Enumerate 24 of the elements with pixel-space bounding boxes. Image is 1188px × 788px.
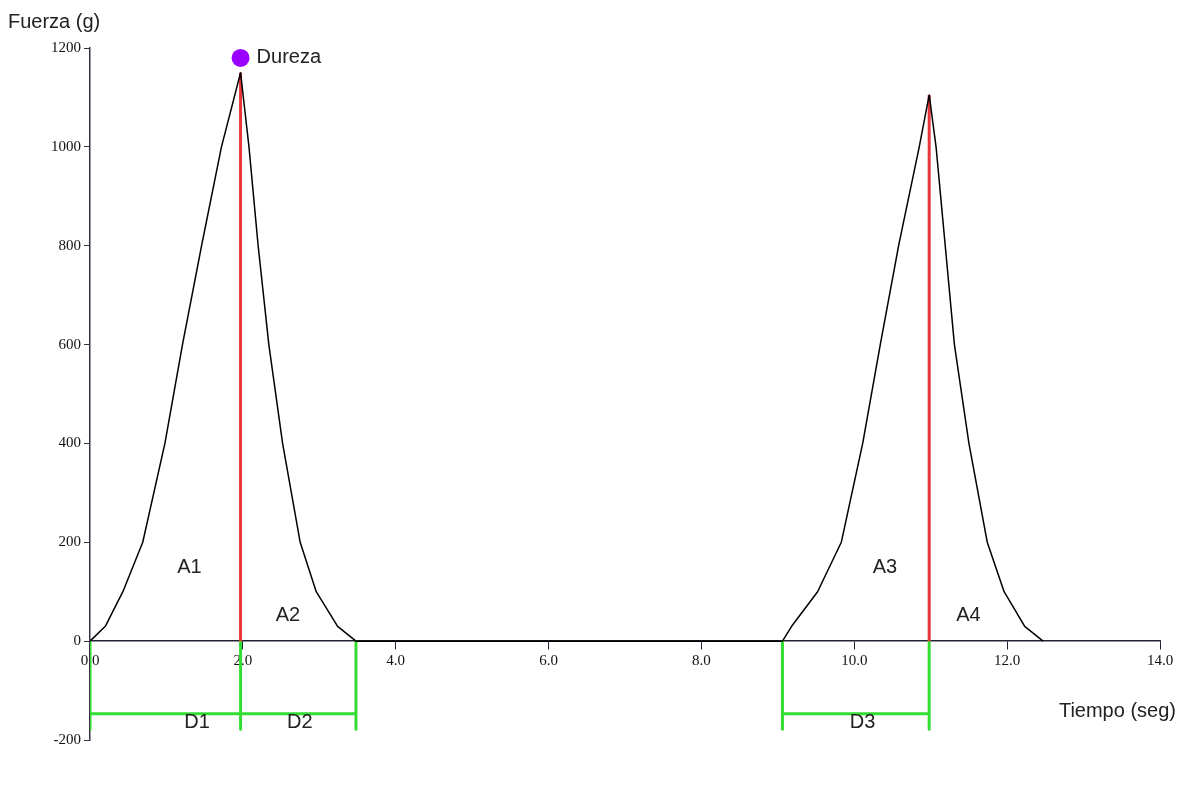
y-tick-label: 1000 (51, 137, 81, 154)
y-tick-label: -200 (53, 730, 81, 747)
x-tick-label: 12.0 (994, 652, 1021, 669)
x-tick-label: 14.0 (1146, 652, 1174, 669)
y-tick-label: 600 (58, 335, 81, 352)
y-tick-label: 200 (58, 533, 81, 550)
annotation: D3 (849, 710, 876, 733)
y-tick-label: 0 (73, 632, 81, 649)
annotation: A2 (275, 602, 301, 625)
x-tick-label: 8.0 (692, 652, 711, 669)
x-tick-label: 6.0 (539, 652, 558, 669)
x-tick-label: 4.0 (386, 652, 406, 669)
x-tick-label: 10.0 (841, 652, 868, 669)
x-axis-title: Tiempo (seg) (1058, 698, 1176, 721)
annotation: D1 (184, 710, 210, 733)
series-label: Dureza (256, 45, 322, 68)
annotation: A3 (872, 554, 898, 577)
y-tick-label: 800 (58, 236, 81, 253)
annotation: A1 (177, 554, 202, 577)
y-tick-label: 400 (58, 434, 81, 451)
annotation: D2 (286, 710, 313, 733)
annotation: A4 (956, 602, 981, 625)
y-tick-label: 1200 (51, 38, 81, 55)
y-axis-title: Fuerza (g) (8, 9, 101, 32)
